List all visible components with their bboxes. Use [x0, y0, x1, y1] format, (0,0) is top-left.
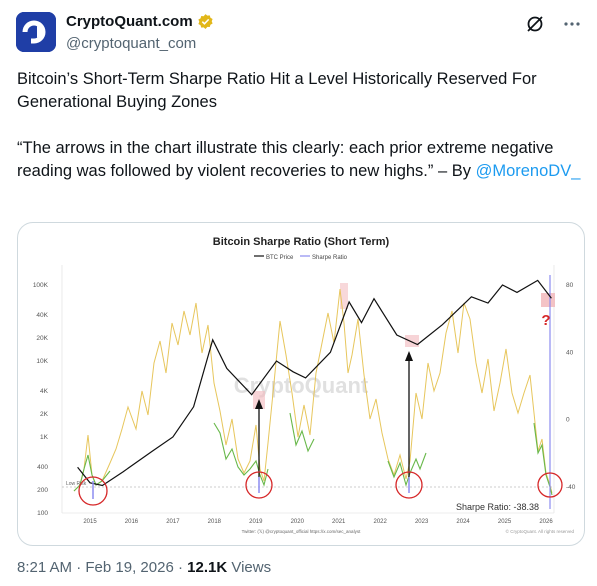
meta-separator: ·	[76, 559, 86, 576]
tweet-text: Bitcoin’s Short-Term Sharpe Ratio Hit a …	[17, 68, 582, 183]
author-name[interactable]: CryptoQuant.com	[66, 13, 193, 30]
x-tick-2020: 2020	[291, 519, 305, 525]
x-tick-2019: 2019	[249, 519, 263, 525]
sharpe-ratio-chart: Bitcoin Sharpe Ratio (Short Term) BTC Pr…	[33, 236, 576, 534]
low-risk-label: Low Risk	[66, 481, 87, 487]
x-tick-2017: 2017	[166, 519, 180, 525]
views-label: Views	[231, 559, 272, 576]
y-right-tick-1: 40	[566, 349, 574, 356]
x-tick-2023: 2023	[415, 519, 429, 525]
x-axis: 2015 2016 2017 2018 2019 2020 2021 2022 2023 2024…	[83, 519, 553, 525]
y-left-tick-6: 1K	[40, 434, 49, 441]
y-axis-left: 100K 40K 20K 10K 4K 2K 1K 400 200 100	[33, 282, 49, 517]
sharpe-value-label: Sharpe Ratio: -38.38	[456, 502, 539, 512]
y-axis-right: 80 40 0 -40	[566, 282, 576, 491]
y-left-tick-4: 4K	[40, 388, 49, 395]
extreme-zone-circles	[78, 471, 563, 506]
tweet-media[interactable]: Bitcoin Sharpe Ratio (Short Term) BTC Pr…	[17, 222, 585, 546]
author-handle[interactable]: @cryptoquant_com	[66, 35, 197, 52]
cryptoquant-logo-icon	[16, 12, 56, 52]
chart-footer-source: Twitter: (𝕏) @cryptoquant_official https…	[242, 529, 361, 534]
arrow-2019	[255, 399, 263, 477]
mention-link[interactable]: @MorenoDV_	[475, 162, 581, 180]
x-tick-2015: 2015	[83, 519, 97, 525]
grok-icon[interactable]	[525, 14, 545, 34]
y-left-tick-2: 20K	[36, 335, 48, 342]
more-icon[interactable]	[563, 15, 581, 33]
views-count: 12.1K	[187, 559, 228, 576]
x-tick-2021: 2021	[332, 519, 346, 525]
chart-footer-copyright: © CryptoQuant. All rights reserved	[506, 528, 575, 534]
x-tick-2024: 2024	[456, 519, 470, 525]
y-left-tick-0: 100K	[33, 282, 49, 289]
y-right-tick-0: 80	[566, 282, 574, 289]
y-left-tick-7: 400	[37, 464, 48, 471]
y-left-tick-3: 10K	[36, 358, 48, 365]
y-left-tick-8: 200	[37, 487, 48, 494]
zone-2026-top	[541, 293, 555, 307]
chart-title: Bitcoin Sharpe Ratio (Short Term)	[213, 236, 390, 248]
y-right-tick-3: -40	[566, 484, 576, 491]
tweet-time[interactable]: 8:21 AM	[17, 559, 73, 576]
question-mark: ?	[541, 312, 550, 329]
x-tick-2025: 2025	[498, 519, 512, 525]
verified-badge-icon	[198, 14, 213, 29]
y-left-tick-9: 100	[37, 510, 48, 517]
circle-2015	[78, 476, 108, 506]
arrow-2022	[405, 351, 413, 477]
avatar[interactable]	[16, 12, 56, 52]
circle-2026	[537, 472, 563, 498]
x-tick-2016: 2016	[125, 519, 139, 525]
meta-separator: ·	[177, 559, 188, 576]
legend-sharpe-ratio: Sharpe Ratio	[312, 255, 348, 261]
tweet-date[interactable]: Feb 19, 2026	[85, 559, 174, 576]
author-name-row: CryptoQuant.com	[66, 13, 214, 30]
zone-2021-top	[340, 283, 348, 309]
x-tick-2022: 2022	[374, 519, 388, 525]
x-tick-2018: 2018	[208, 519, 222, 525]
legend-btc-price: BTC Price	[266, 255, 294, 261]
header-actions	[525, 14, 581, 34]
zone-2022-top	[405, 335, 419, 347]
tweet-headline: Bitcoin’s Short-Term Sharpe Ratio Hit a …	[17, 70, 542, 111]
circle-2022	[395, 471, 423, 499]
tweet-meta: 8:21 AM · Feb 19, 2026 · 12.1K Views	[17, 559, 271, 576]
y-right-tick-2: 0	[566, 417, 570, 424]
circle-2019	[245, 471, 273, 499]
y-left-tick-1: 40K	[36, 312, 48, 319]
sharpe-ratio-yellow-trace	[73, 288, 553, 494]
x-tick-2026: 2026	[539, 519, 553, 525]
btc-price-line	[77, 279, 552, 487]
sharpe-ratio-green-trace	[73, 412, 553, 496]
tweet-quote: “The arrows in the chart illustrate this…	[17, 139, 559, 180]
chart-legend: BTC Price Sharpe Ratio	[254, 255, 348, 261]
y-left-tick-5: 2K	[40, 411, 49, 418]
